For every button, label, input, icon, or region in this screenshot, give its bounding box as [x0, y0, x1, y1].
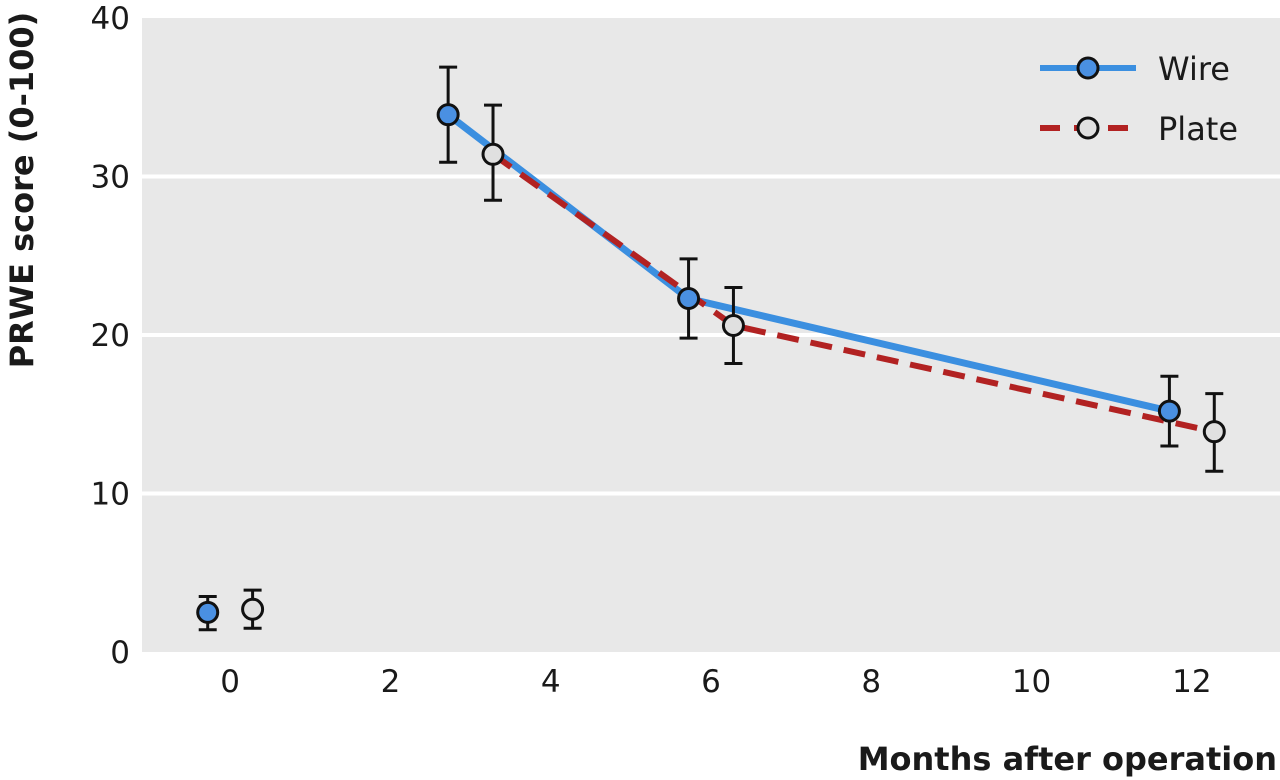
legend-label-wire: Wire [1158, 50, 1230, 88]
x-tick-label-2: 2 [381, 664, 401, 700]
series-line-plate [491, 151, 1215, 435]
y-tick-label-0: 0 [110, 635, 130, 671]
x-tick-label-4: 4 [541, 664, 561, 700]
data-point-plate-0 [241, 597, 265, 621]
y-tick-label-10: 10 [91, 477, 130, 513]
x-tick-label-12: 12 [1172, 664, 1211, 700]
x-tick-label-8: 8 [861, 664, 881, 700]
data-point-plate-3 [1202, 420, 1226, 444]
data-point-wire-2 [677, 287, 701, 311]
data-point-wire-1 [436, 103, 460, 127]
x-axis-ticks: 0 2 4 6 8 10 12 [220, 652, 1212, 700]
x-axis-title: Months after operation [858, 740, 1277, 778]
x-tick-label-10: 10 [1012, 664, 1051, 700]
y-axis-title: PRWE score (0-100) [3, 12, 41, 369]
data-markers [196, 103, 1226, 624]
x-tick-label-0: 0 [220, 664, 240, 700]
y-tick-label-30: 30 [91, 160, 130, 196]
legend: Wire Plate [1040, 50, 1238, 148]
data-point-wire-0 [196, 600, 220, 624]
data-point-plate-1 [481, 142, 505, 166]
data-point-wire-3 [1157, 399, 1181, 423]
y-axis-ticks: 0 10 20 30 40 [91, 1, 142, 671]
gridlines [142, 174, 1280, 496]
legend-marker-wire [1076, 56, 1100, 80]
legend-label-plate: Plate [1158, 110, 1238, 148]
y-tick-label-40: 40 [91, 1, 130, 37]
x-tick-label-6: 6 [701, 664, 721, 700]
legend-marker-plate [1076, 116, 1100, 140]
data-point-plate-2 [721, 313, 745, 337]
y-tick-label-20: 20 [91, 318, 130, 354]
